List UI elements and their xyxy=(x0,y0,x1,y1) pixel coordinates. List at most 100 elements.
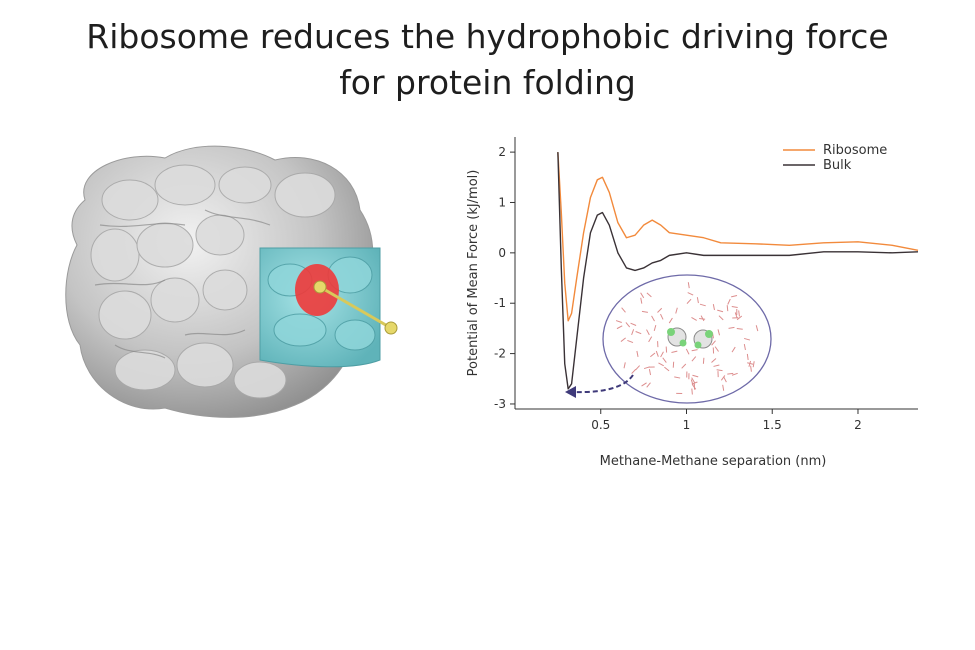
water-molecule xyxy=(755,325,759,332)
water-molecule xyxy=(718,315,724,321)
water-molecule xyxy=(687,282,690,289)
slide-title: Ribosome reduces the hydrophobic driving… xyxy=(0,14,975,106)
water-molecule xyxy=(731,372,738,376)
water-molecule xyxy=(717,329,721,336)
water-molecule xyxy=(635,331,642,335)
water-molecule xyxy=(696,297,699,304)
water-molecule xyxy=(646,292,652,298)
legend-label-bulk: Bulk xyxy=(823,158,852,173)
water-methane-box-icon xyxy=(602,274,772,404)
x-tick-label: 1.5 xyxy=(763,418,782,432)
y-tick-label: 0 xyxy=(498,246,506,260)
water-molecule xyxy=(746,353,749,360)
water-molecule xyxy=(716,369,723,372)
water-molecule xyxy=(734,312,738,319)
water-molecule xyxy=(699,303,706,307)
water-molecule xyxy=(662,357,667,363)
y-tick-label: 2 xyxy=(498,145,506,159)
water-molecule xyxy=(747,362,754,365)
water-molecule xyxy=(713,364,720,367)
water-molecule xyxy=(692,374,699,378)
x-tick-label: 1 xyxy=(683,418,691,432)
water-molecule xyxy=(631,368,637,374)
methane-pair-ligand xyxy=(313,280,398,335)
water-molecule xyxy=(691,356,697,362)
y-tick-label: 1 xyxy=(498,195,506,209)
water-molecule xyxy=(711,358,717,363)
water-molecule xyxy=(616,325,623,330)
water-molecule xyxy=(712,304,715,311)
legend-label-ribosome: Ribosome xyxy=(823,143,887,158)
water-molecule xyxy=(674,376,681,379)
water-molecule xyxy=(691,388,693,395)
water-molecule xyxy=(722,384,725,391)
water-molecule xyxy=(691,349,698,352)
water-molecule xyxy=(717,309,724,313)
water-molecule xyxy=(657,307,663,313)
ribosome-surface-icon xyxy=(65,145,398,418)
water-molecule xyxy=(691,377,696,384)
x-axis-title: Methane-Methane separation (nm) xyxy=(600,454,827,469)
water-molecule xyxy=(727,298,731,305)
y-tick-label: -1 xyxy=(494,296,506,310)
water-molecule xyxy=(640,297,643,304)
water-molecule xyxy=(655,350,659,357)
water-molecule xyxy=(648,336,653,343)
water-molecule xyxy=(714,346,719,352)
water-molecule xyxy=(620,337,626,342)
water-molecule xyxy=(691,317,697,321)
water-molecule xyxy=(675,307,678,314)
water-molecule xyxy=(687,292,694,296)
water-molecule xyxy=(744,337,751,341)
water-molecule xyxy=(720,375,726,381)
water-molecule xyxy=(723,376,727,383)
x-tick-label: 2 xyxy=(854,418,862,432)
legend: Ribosome Bulk xyxy=(783,143,887,173)
water-molecule xyxy=(736,328,743,330)
water-molecule xyxy=(736,315,743,321)
water-molecule xyxy=(630,322,637,326)
y-ticks: 2 1 0 -1 -2 -3 xyxy=(494,145,515,411)
slide-title-line-2: for protein folding xyxy=(339,63,636,102)
water-molecule xyxy=(631,329,635,336)
slide-title-line-1: Ribosome reduces the hydrophobic driving… xyxy=(86,17,889,56)
water-molecule xyxy=(658,362,664,367)
water-molecule xyxy=(750,365,752,372)
water-molecule xyxy=(702,357,705,364)
water-molecule xyxy=(651,315,655,322)
water-molecule xyxy=(685,348,690,355)
water-molecule xyxy=(641,310,648,313)
water-molecule xyxy=(648,369,652,376)
ribosome-grey-body xyxy=(65,145,374,418)
water-molecule xyxy=(700,315,705,322)
water-molecule xyxy=(681,363,687,369)
legend-item-bulk: Bulk xyxy=(783,158,852,173)
methane-molecule-left xyxy=(667,327,687,347)
x-ticks: 0.5 1 1.5 2 xyxy=(591,409,862,432)
y-axis-title: Potential of Mean Force (kJ/mol) xyxy=(466,170,481,377)
water-molecule xyxy=(660,313,664,320)
water-molecule xyxy=(699,318,706,320)
water-molecule xyxy=(625,322,631,328)
x-tick-label: 0.5 xyxy=(591,418,610,432)
series-line-bulk xyxy=(557,152,919,390)
water-molecule xyxy=(752,361,755,368)
series-line-ribosome xyxy=(557,152,919,322)
water-molecule xyxy=(726,305,729,312)
water-molecule xyxy=(615,320,622,323)
water-molecule xyxy=(660,351,664,358)
legend-item-ribosome: Ribosome xyxy=(783,143,887,158)
water-molecule xyxy=(627,339,634,344)
water-molecule xyxy=(621,307,626,313)
water-molecule xyxy=(646,329,650,336)
pmf-chart: 0.5 1 1.5 2 2 1 0 -1 -2 -3 Methane-Methane separ… xyxy=(466,137,919,469)
water-molecule xyxy=(650,352,656,358)
water-molecule xyxy=(691,381,698,385)
inset-arrow xyxy=(565,374,634,398)
water-molecule xyxy=(641,382,647,387)
water-molecule xyxy=(635,365,641,371)
water-molecule xyxy=(664,366,670,372)
plot-area xyxy=(557,152,919,390)
water-molecule xyxy=(728,326,735,329)
water-molecule xyxy=(686,298,692,304)
